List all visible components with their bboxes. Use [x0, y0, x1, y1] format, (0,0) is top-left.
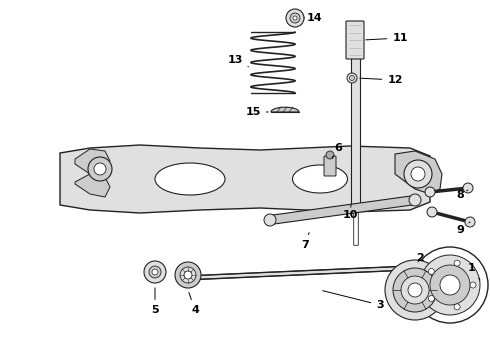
Circle shape: [347, 73, 357, 83]
Circle shape: [420, 255, 480, 315]
Circle shape: [425, 187, 435, 197]
Circle shape: [427, 207, 437, 217]
Text: 9: 9: [456, 222, 470, 235]
Circle shape: [412, 247, 488, 323]
Circle shape: [465, 217, 475, 227]
Text: 6: 6: [332, 143, 342, 158]
Text: 3: 3: [323, 291, 384, 310]
Circle shape: [149, 266, 161, 278]
Circle shape: [440, 275, 460, 295]
Circle shape: [454, 260, 460, 266]
Text: 10: 10: [343, 205, 358, 220]
Circle shape: [293, 16, 297, 20]
FancyBboxPatch shape: [346, 21, 364, 59]
Circle shape: [290, 13, 300, 23]
Polygon shape: [395, 151, 442, 194]
Ellipse shape: [293, 165, 347, 193]
Text: 13: 13: [227, 55, 248, 67]
Circle shape: [180, 267, 196, 283]
Circle shape: [470, 282, 476, 288]
Circle shape: [152, 269, 158, 275]
Text: 8: 8: [456, 190, 468, 200]
Text: 5: 5: [151, 288, 159, 315]
Polygon shape: [271, 107, 299, 112]
Text: 14: 14: [304, 13, 323, 23]
Polygon shape: [185, 266, 410, 280]
Circle shape: [454, 304, 460, 310]
Circle shape: [175, 262, 201, 288]
Circle shape: [385, 260, 445, 320]
Polygon shape: [267, 195, 418, 225]
Circle shape: [94, 163, 106, 175]
Text: 7: 7: [301, 233, 309, 250]
Polygon shape: [60, 145, 430, 213]
Circle shape: [408, 283, 422, 297]
FancyBboxPatch shape: [354, 205, 358, 245]
Circle shape: [404, 160, 432, 188]
FancyBboxPatch shape: [351, 58, 361, 206]
Circle shape: [264, 214, 276, 226]
Circle shape: [401, 276, 429, 304]
Polygon shape: [75, 174, 110, 197]
Circle shape: [411, 167, 425, 181]
Circle shape: [428, 269, 435, 274]
Text: 15: 15: [245, 107, 268, 117]
FancyBboxPatch shape: [324, 156, 336, 176]
Polygon shape: [75, 149, 110, 174]
Text: 2: 2: [416, 253, 424, 263]
Circle shape: [430, 265, 470, 305]
Circle shape: [88, 157, 112, 181]
Circle shape: [326, 151, 334, 159]
Circle shape: [409, 194, 421, 206]
Circle shape: [184, 271, 192, 279]
Text: 1: 1: [468, 263, 480, 280]
Ellipse shape: [155, 163, 225, 195]
Text: 4: 4: [189, 293, 199, 315]
Circle shape: [144, 261, 166, 283]
Circle shape: [286, 9, 304, 27]
Circle shape: [349, 76, 354, 81]
Text: 12: 12: [360, 75, 403, 85]
Circle shape: [428, 296, 435, 302]
Circle shape: [393, 268, 437, 312]
Text: 11: 11: [366, 33, 408, 43]
Circle shape: [463, 183, 473, 193]
